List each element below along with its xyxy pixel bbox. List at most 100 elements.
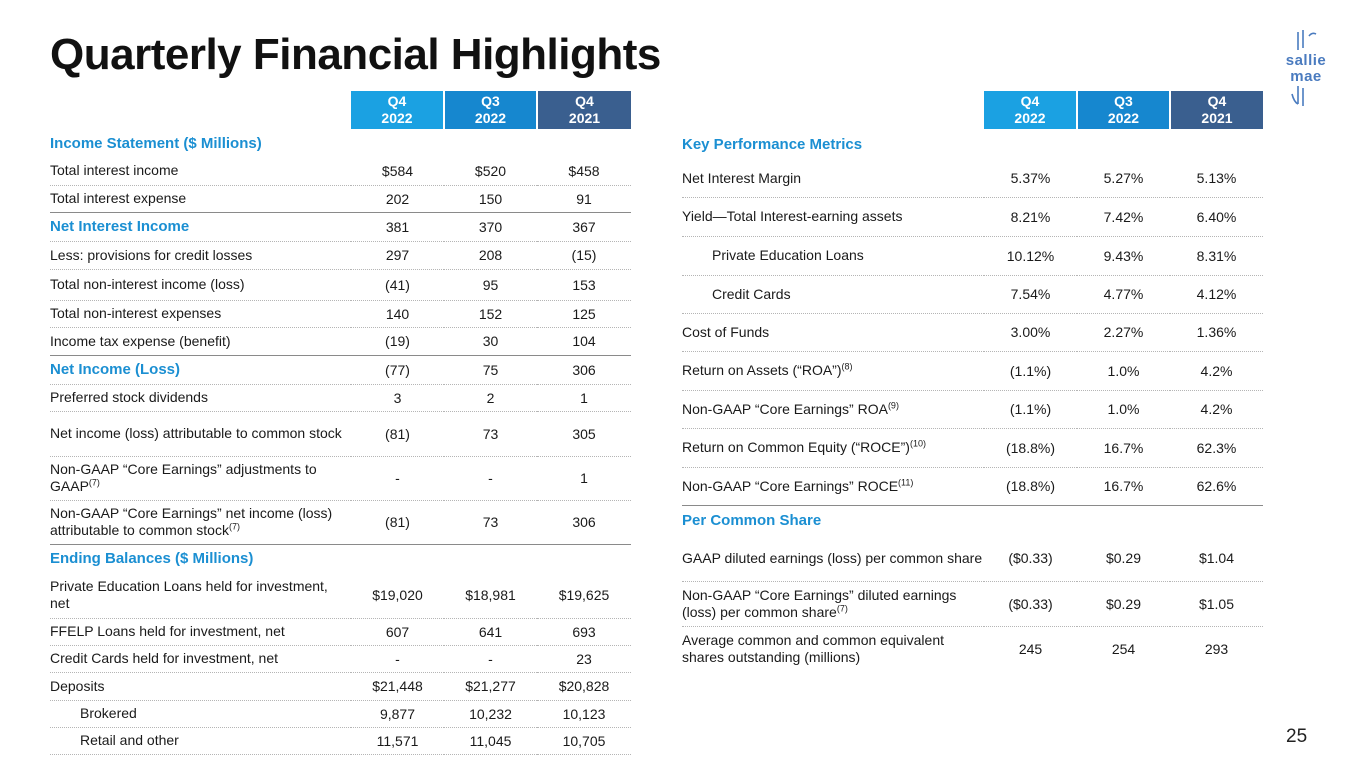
- row-label: FFELP Loans held for investment, net: [50, 623, 285, 639]
- value-cell: 104: [537, 327, 631, 356]
- value-cell: 10,705: [537, 727, 631, 755]
- footnote-marker: (10): [909, 438, 926, 449]
- column-header-line: 2021: [568, 110, 601, 126]
- table-row: Income tax expense (benefit) (19) 30 104: [50, 327, 631, 356]
- section-header-row: Per Common Share: [682, 505, 1263, 536]
- value-cell: 11,571: [351, 727, 444, 755]
- value-cell: 641: [444, 618, 537, 646]
- value-cell: (81): [351, 500, 444, 545]
- table-row: FFELP Loans held for investment, net 607 6…: [50, 618, 631, 646]
- value-cell: (15): [537, 241, 631, 270]
- column-header-line: 2021: [1201, 110, 1233, 126]
- value-cell: 10,232: [444, 700, 537, 728]
- value-cell: 306: [537, 500, 631, 545]
- row-label: Total non-interest income (loss): [50, 276, 245, 292]
- value-cell: (77): [351, 355, 444, 385]
- table-row: Preferred stock dividends 3 2 1: [50, 384, 631, 412]
- row-label-cell: Total non-interest income (loss): [50, 269, 351, 301]
- value-cell: 1.0%: [1077, 390, 1170, 429]
- value-cell: $19,625: [537, 573, 631, 619]
- column-header-line: 2022: [474, 110, 507, 126]
- row-label-cell: Net Interest Margin: [682, 160, 984, 198]
- row-label: Private Education Loans: [712, 247, 864, 263]
- column-header-line: 2022: [1014, 110, 1046, 126]
- row-label-cell: Net Interest Income: [50, 212, 351, 242]
- column-header-q4-2022: Q4 2022: [351, 91, 445, 129]
- table-row: Non-GAAP “Core Earnings” ROA(9) (1.1%) 1.0…: [682, 390, 1263, 429]
- section-title: Per Common Share: [682, 512, 822, 530]
- value-cell: $19,020: [351, 573, 444, 619]
- column-header-q3-2022: Q3 2022: [444, 91, 538, 129]
- column-header-q4-2021: Q4 2021: [537, 91, 631, 129]
- value-cell: $0.29: [1077, 581, 1170, 627]
- row-label: Yield—Total Interest-earning assets: [682, 208, 903, 224]
- header-blank: [50, 91, 351, 129]
- table-row: Total non-interest income (loss) (41) 95 15…: [50, 269, 631, 301]
- value-cell: 693: [537, 618, 631, 646]
- row-label-cell: Total interest expense: [50, 185, 351, 213]
- row-label: Non-GAAP “Core Earnings” adjustments to …: [50, 461, 317, 494]
- value-cell: 75: [444, 355, 537, 385]
- table-row: Brokered 9,877 10,232 10,123: [50, 700, 631, 728]
- value-cell: 8.31%: [1170, 236, 1263, 276]
- column-header-line: Q4: [387, 93, 407, 109]
- table-row: Retail and other 11,571 11,045 10,705: [50, 727, 631, 755]
- section-header-row: Key Performance Metrics: [682, 129, 1263, 160]
- value-cell: 5.13%: [1170, 160, 1263, 198]
- row-label-cell: Credit Cards: [682, 275, 984, 314]
- value-cell: 4.2%: [1170, 351, 1263, 391]
- row-label: Total interest income: [50, 162, 179, 179]
- value-cell: -: [444, 645, 537, 673]
- row-label: Net Interest Income: [50, 218, 190, 235]
- row-label-cell: Return on Assets (“ROA”)(8): [682, 351, 984, 391]
- table-row: Net Interest Income 381 370 367: [50, 212, 631, 242]
- value-cell: 10.12%: [984, 236, 1077, 276]
- table-row: Total interest expense 202 150 91: [50, 185, 631, 213]
- row-label: Cost of Funds: [682, 323, 770, 340]
- value-cell: 73: [444, 500, 537, 545]
- row-label: GAAP diluted earnings (loss) per common …: [682, 549, 983, 566]
- row-label-cell: Total non-interest expenses: [50, 300, 351, 328]
- logo-text-line2: mae: [1290, 68, 1322, 85]
- header-row: Q4 2022 Q3 2022 Q4 2021: [50, 91, 631, 129]
- value-cell: (1.1%): [984, 351, 1077, 391]
- value-cell: 91: [537, 185, 631, 213]
- value-cell: $18,981: [444, 573, 537, 619]
- value-cell: 367: [537, 212, 631, 242]
- value-cell: (1.1%): [984, 390, 1077, 429]
- section-title: Key Performance Metrics: [682, 136, 863, 153]
- table-row: Less: provisions for credit losses 297 208…: [50, 241, 631, 270]
- value-cell: 4.77%: [1077, 275, 1170, 314]
- value-cell: 370: [444, 212, 537, 242]
- value-cell: 6.40%: [1170, 197, 1263, 237]
- row-label-cell: Non-GAAP “Core Earnings” ROCE(11): [682, 467, 984, 506]
- footnote-marker: (9): [887, 399, 899, 410]
- value-cell: 5.37%: [984, 160, 1077, 198]
- value-cell: 3: [351, 384, 444, 412]
- column-header-line: Q4: [1207, 93, 1227, 109]
- column-header-line: 2022: [1107, 110, 1140, 126]
- row-label-cell: Non-GAAP “Core Earnings” net income (los…: [50, 500, 351, 545]
- value-cell: ($0.33): [984, 536, 1077, 582]
- row-label-cell: Private Education Loans: [682, 236, 984, 276]
- table-row: Return on Assets (“ROA”)(8) (1.1%) 1.0% 4.2…: [682, 351, 1263, 391]
- row-label: Private Education Loans held for investm…: [50, 578, 328, 612]
- section-header-row: Ending Balances ($ Millions): [50, 544, 631, 573]
- value-cell: $1.04: [1170, 536, 1263, 582]
- row-label: Credit Cards held for investment, net: [50, 650, 278, 666]
- table-row: Private Education Loans 10.12% 9.43% 8.31%: [682, 236, 1263, 276]
- row-label: Net Income (Loss): [50, 361, 181, 378]
- value-cell: 1: [537, 384, 631, 412]
- row-label: Average common and common equivalent sha…: [682, 631, 945, 665]
- value-cell: $0.29: [1077, 536, 1170, 582]
- key-metrics-table: Q4 2022 Q3 2022 Q4 2021 Key Performance Met…: [682, 91, 1263, 671]
- row-label: Non-GAAP “Core Earnings” ROCE: [682, 477, 899, 494]
- column-header-line: Q4: [575, 93, 594, 109]
- row-label-cell: Private Education Loans held for investm…: [50, 573, 351, 619]
- table-row: Total interest income $584 $520 $458: [50, 157, 631, 186]
- row-label: Total non-interest expenses: [50, 305, 222, 321]
- column-header-q4-2021: Q4 2021: [1170, 91, 1263, 129]
- column-header-line: Q3: [481, 93, 500, 109]
- header-row: Q4 2022 Q3 2022 Q4 2021: [682, 91, 1263, 129]
- value-cell: 306: [537, 355, 631, 385]
